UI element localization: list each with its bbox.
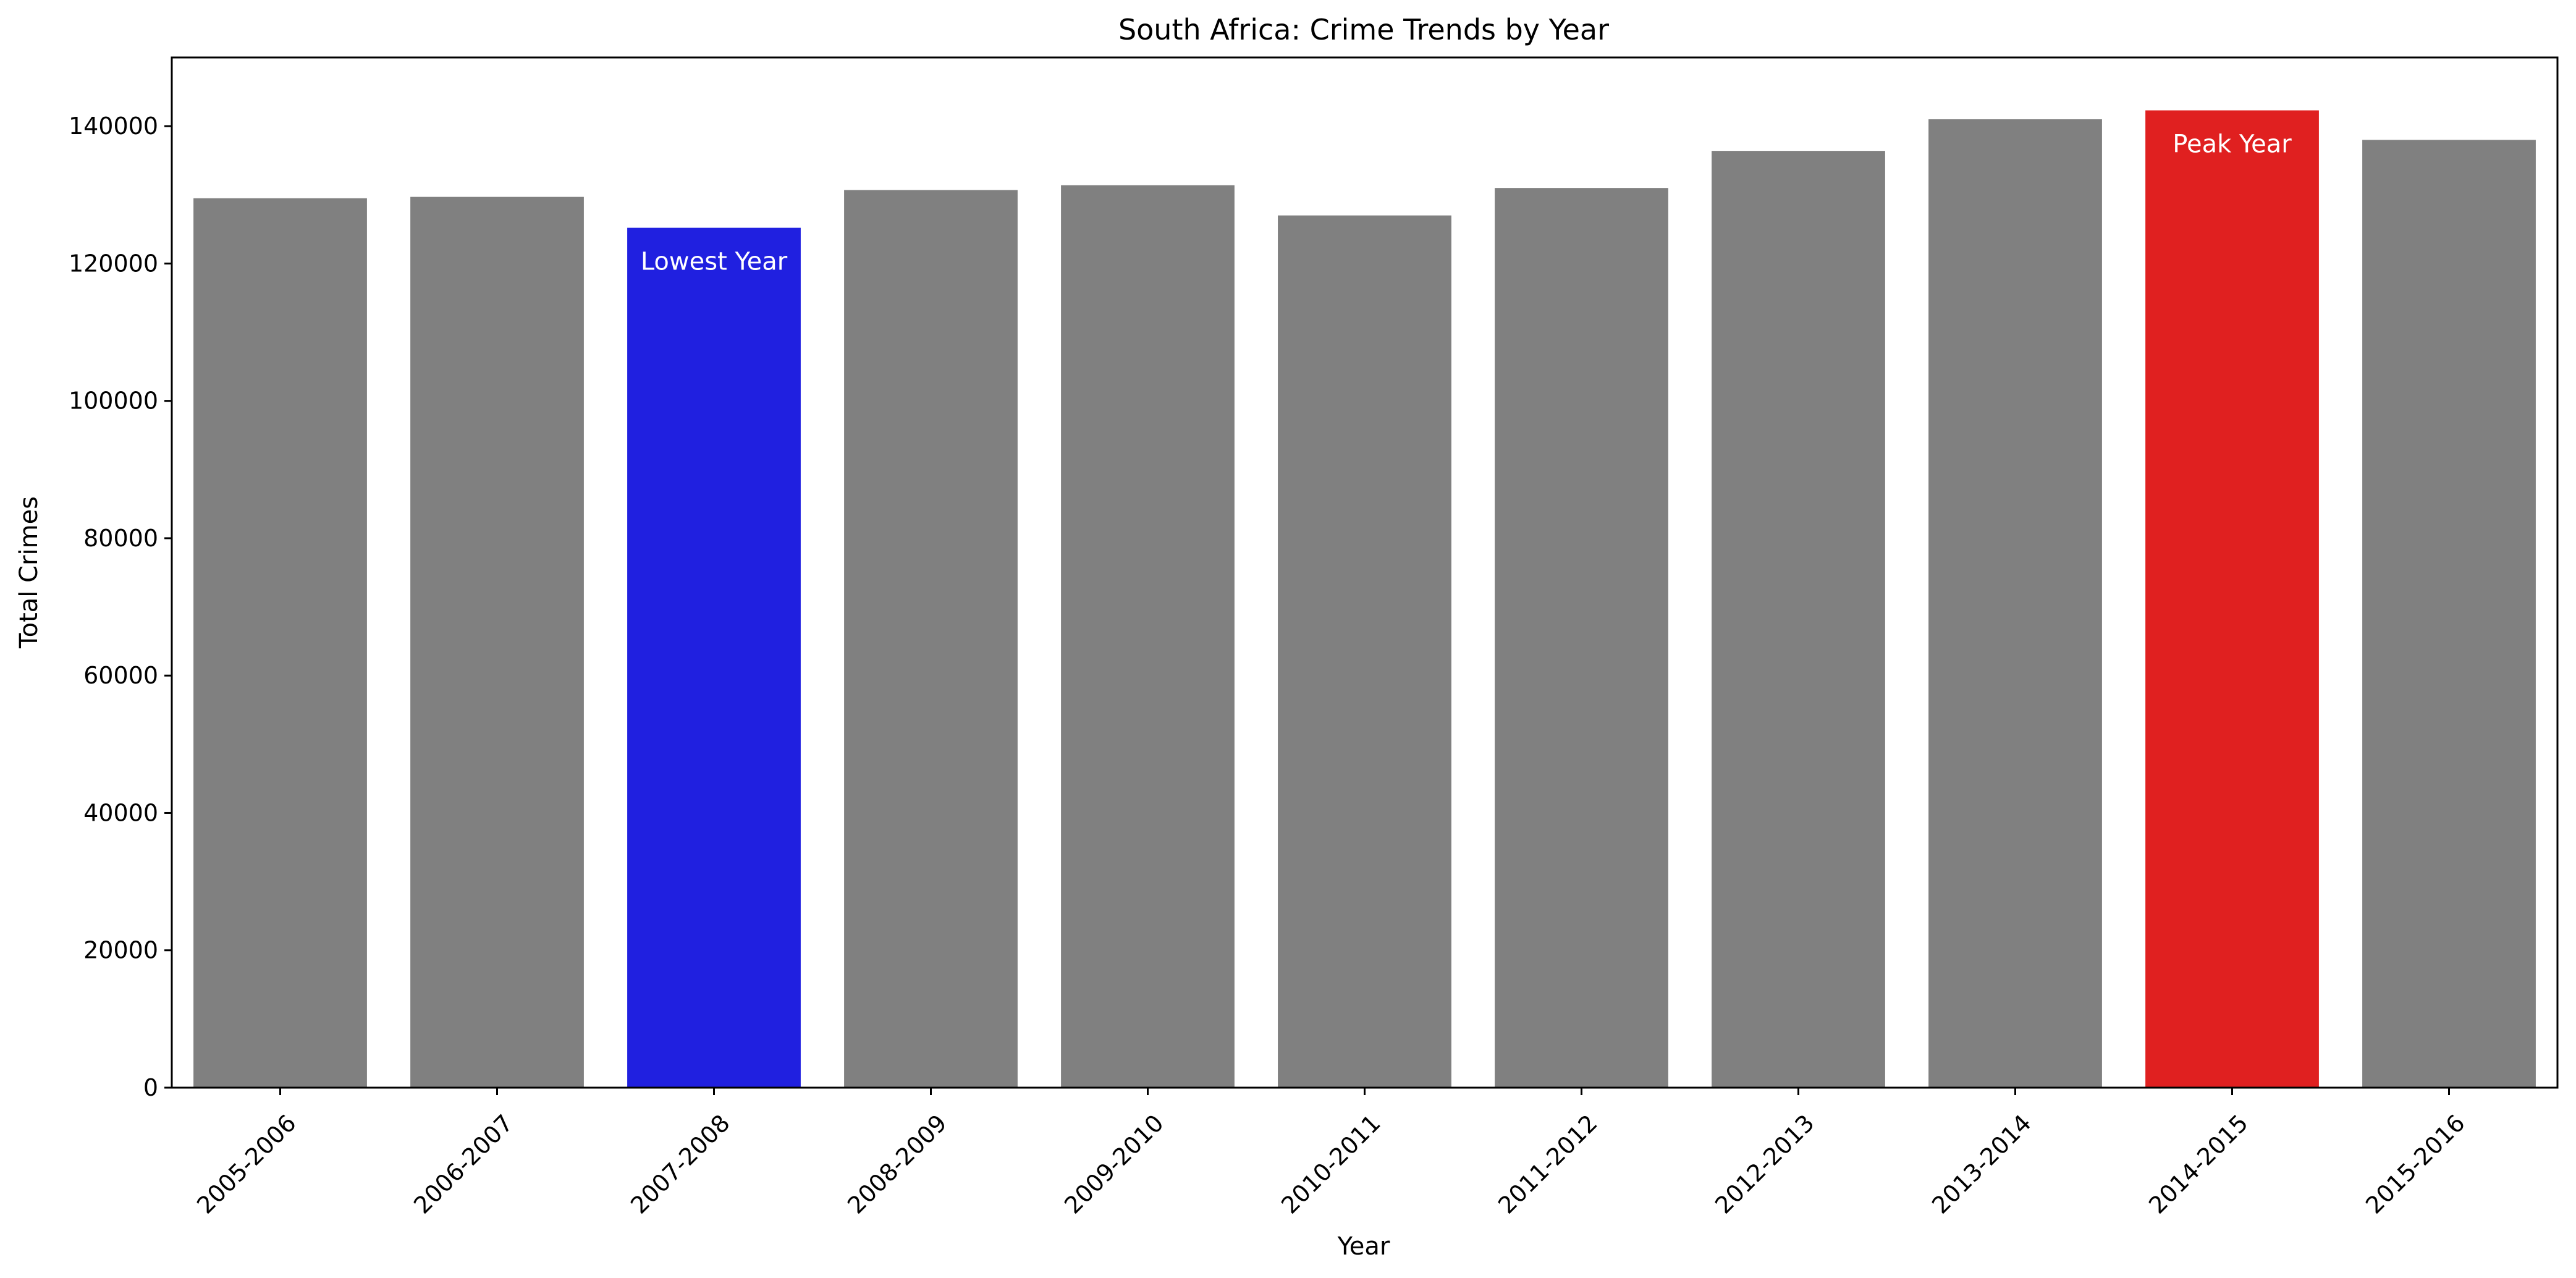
x-tick-label: 2005-2006: [192, 1109, 302, 1219]
bar-2014-2015: [2145, 110, 2319, 1088]
bar-annotation-lowest: Lowest Year: [641, 248, 788, 276]
y-tick-label: 0: [143, 1074, 158, 1101]
y-tick-label: 100000: [69, 387, 158, 415]
plot-frame: [171, 56, 2559, 1089]
y-axis-label: Total Crimes: [15, 496, 43, 649]
y-tick-label: 80000: [83, 525, 158, 552]
y-tick-label: 20000: [83, 937, 158, 964]
x-tick-label: 2014-2015: [2143, 1109, 2253, 1219]
x-tick-label: 2015-2016: [2360, 1109, 2470, 1219]
bar-2005-2006: [193, 198, 367, 1088]
x-tick-label: 2006-2007: [408, 1109, 518, 1219]
bar-2007-2008: [627, 227, 801, 1088]
y-tick-label: 120000: [69, 250, 158, 277]
y-tick-label: 60000: [83, 662, 158, 689]
x-tick-label: 2007-2008: [625, 1109, 735, 1219]
plot-area: 2005-2006 2006-2007 2007-2008 Lowest Year 20…: [69, 110, 2536, 1219]
bar-2011-2012: [1495, 188, 1668, 1088]
x-tick-label: 2012-2013: [1710, 1109, 1820, 1219]
x-axis-label: Year: [1337, 1232, 1390, 1261]
x-tick-label: 2009-2010: [1059, 1109, 1169, 1219]
chart-title: South Africa: Crime Trends by Year: [1118, 13, 1609, 46]
bar-annotation-peak: Peak Year: [2173, 130, 2292, 159]
bar-2013-2014: [1928, 119, 2102, 1088]
bar-2010-2011: [1278, 215, 1451, 1088]
y-tick-label: 140000: [69, 112, 158, 140]
x-tick-label: 2008-2009: [842, 1109, 952, 1219]
x-tick-label: 2011-2012: [1493, 1109, 1603, 1219]
bar-2008-2009: [844, 190, 1018, 1088]
x-tick-label: 2013-2014: [1927, 1109, 2037, 1219]
bar-2015-2016: [2362, 140, 2536, 1088]
bar-2006-2007: [410, 197, 584, 1088]
bar-2009-2010: [1061, 185, 1235, 1088]
bar-2012-2013: [1712, 151, 1885, 1088]
y-tick-label: 40000: [83, 799, 158, 826]
x-tick-label: 2010-2011: [1276, 1109, 1386, 1219]
